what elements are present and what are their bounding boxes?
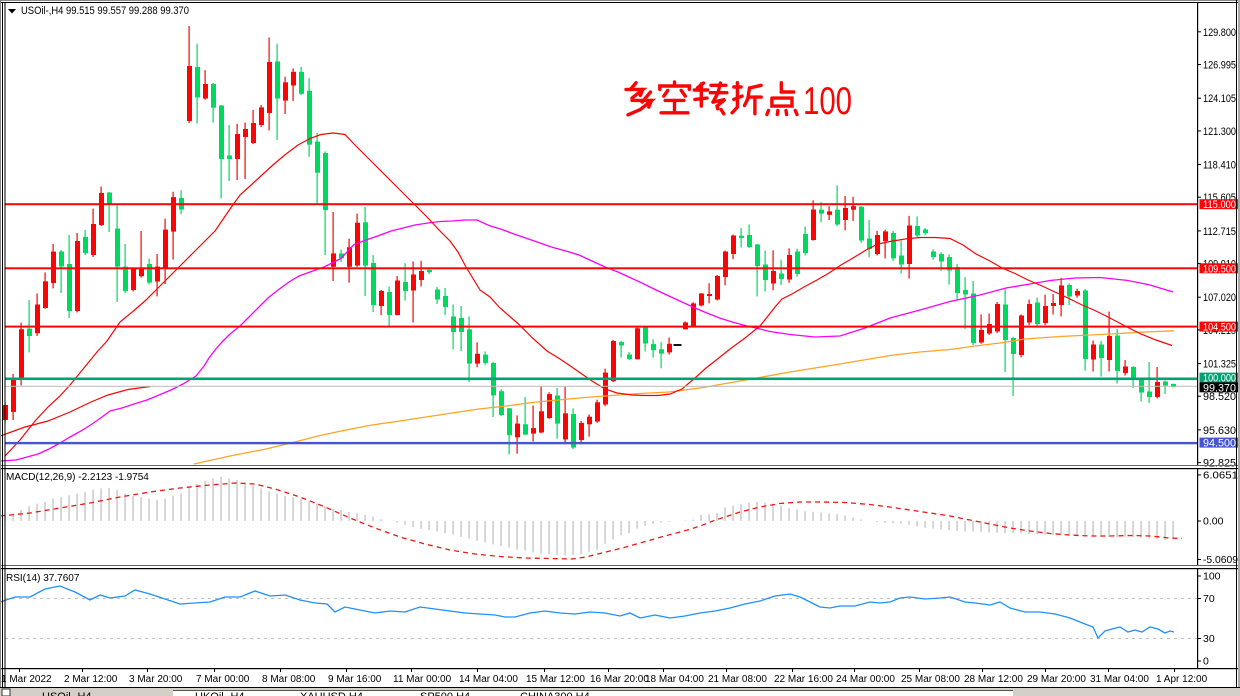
svg-text:USOil-,H4: USOil-,H4: [42, 691, 92, 696]
svg-text:30: 30: [1203, 633, 1215, 645]
svg-text:USOil-,H4 99.515 99.557 99.28: USOil-,H4 99.515 99.557 99.288 99.370: [21, 5, 189, 17]
svg-text:70: 70: [1203, 593, 1215, 605]
svg-text:14 Mar 04:00: 14 Mar 04:00: [459, 674, 518, 685]
svg-text:0.00: 0.00: [1203, 516, 1224, 528]
svg-text:22 Mar 16:00: 22 Mar 16:00: [774, 674, 833, 685]
svg-text:121.300: 121.300: [1203, 126, 1236, 138]
svg-text:99.370: 99.370: [1203, 382, 1236, 394]
svg-text:29 Mar 20:00: 29 Mar 20:00: [1027, 674, 1086, 685]
svg-text:104.500: 104.500: [1203, 322, 1236, 334]
svg-text:24 Mar 00:00: 24 Mar 00:00: [836, 674, 895, 685]
svg-text:-5.0609: -5.0609: [1203, 554, 1238, 566]
svg-text:9 Mar 16:00: 9 Mar 16:00: [328, 674, 382, 685]
svg-text:95.630: 95.630: [1203, 425, 1236, 437]
svg-text:100.000: 100.000: [1203, 373, 1236, 385]
svg-text:0: 0: [1203, 656, 1209, 668]
svg-text:28 Mar 12:00: 28 Mar 12:00: [964, 674, 1023, 685]
svg-text:8 Mar 08:00: 8 Mar 08:00: [262, 674, 316, 685]
svg-text:107.020: 107.020: [1203, 292, 1236, 304]
svg-text:2 Mar 12:00: 2 Mar 12:00: [64, 674, 118, 685]
svg-text:115.000: 115.000: [1203, 199, 1236, 211]
svg-text:129.800: 129.800: [1203, 27, 1236, 39]
svg-text:21 Mar 08:00: 21 Mar 08:00: [708, 674, 767, 685]
svg-text:25 Mar 08:00: 25 Mar 08:00: [901, 674, 960, 685]
svg-text:18 Mar 04:00: 18 Mar 04:00: [645, 674, 704, 685]
svg-text:11 Mar 00:00: 11 Mar 00:00: [393, 674, 452, 685]
svg-text:126.995: 126.995: [1203, 60, 1236, 72]
svg-text:94.500: 94.500: [1203, 438, 1236, 450]
svg-text:7 Mar 00:00: 7 Mar 00:00: [196, 674, 250, 685]
svg-text:UKOil-,H4: UKOil-,H4: [195, 691, 245, 696]
svg-text:100: 100: [803, 80, 852, 123]
svg-text:101.325: 101.325: [1203, 359, 1236, 371]
svg-text:100: 100: [1203, 571, 1221, 583]
svg-text:98.520: 98.520: [1203, 391, 1236, 403]
svg-text:XAUUSD,H4: XAUUSD,H4: [300, 691, 363, 696]
svg-text:1 Mar 2022: 1 Mar 2022: [1, 674, 52, 685]
svg-text:CHINA300,H4: CHINA300,H4: [520, 691, 590, 696]
svg-text:1 Apr 12:00: 1 Apr 12:00: [1156, 674, 1208, 685]
svg-text:16 Mar 20:00: 16 Mar 20:00: [590, 674, 649, 685]
svg-text:124.105: 124.105: [1203, 93, 1236, 105]
svg-text:15 Mar 12:00: 15 Mar 12:00: [526, 674, 585, 685]
svg-text:109.500: 109.500: [1203, 263, 1236, 275]
svg-text:6.0651: 6.0651: [1203, 469, 1238, 481]
svg-text:3 Mar 20:00: 3 Mar 20:00: [129, 674, 183, 685]
svg-text:MACD(12,26,9) -2.2123 -1.9754: MACD(12,26,9) -2.2123 -1.9754: [6, 472, 149, 483]
svg-text:112.715: 112.715: [1203, 226, 1236, 238]
svg-text:118.410: 118.410: [1203, 160, 1236, 172]
svg-text:92.825: 92.825: [1203, 458, 1236, 470]
svg-text:31 Mar 04:00: 31 Mar 04:00: [1090, 674, 1149, 685]
svg-text:RSI(14) 37.7607: RSI(14) 37.7607: [6, 573, 80, 584]
svg-text:SP500,H4: SP500,H4: [420, 691, 470, 696]
